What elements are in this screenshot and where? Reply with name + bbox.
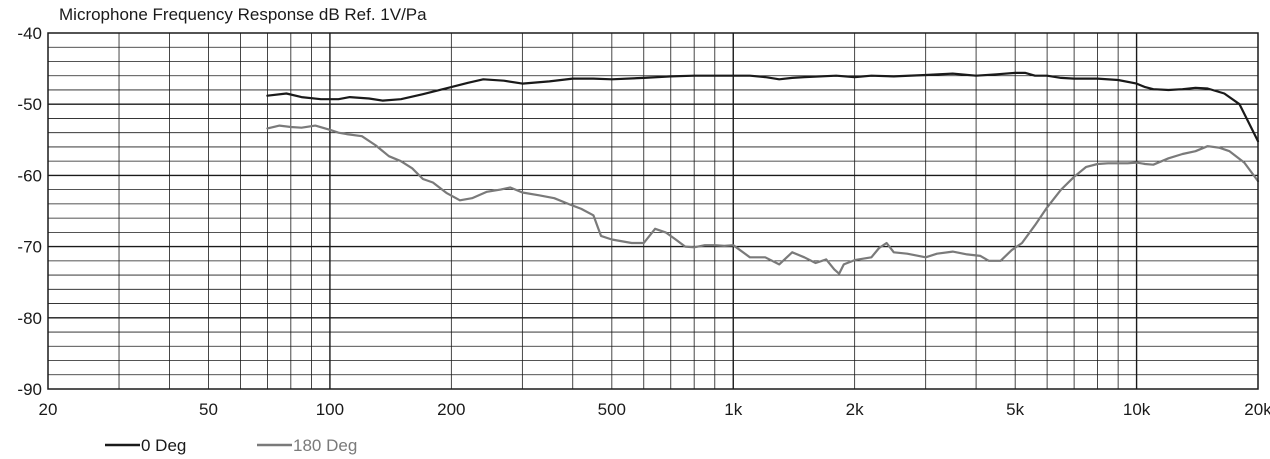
y-tick-label: -80: [17, 309, 42, 328]
x-tick-label: 10k: [1123, 400, 1151, 419]
plot-grid: [48, 33, 1258, 389]
x-tick-label: 50: [199, 400, 218, 419]
x-tick-label: 20k: [1244, 400, 1270, 419]
x-tick-label: 2k: [846, 400, 864, 419]
x-tick-label: 5k: [1006, 400, 1024, 419]
series-layer: [266, 71, 1260, 275]
x-tick-label: 200: [437, 400, 465, 419]
series-line-0: [266, 71, 1260, 143]
x-tick-label: 1k: [724, 400, 742, 419]
y-tick-labels: -40 -50 -60 -70 -80 -90: [17, 24, 42, 399]
legend: 0 Deg 180 Deg: [105, 436, 357, 455]
x-tick-labels: 20 50 100 200 500 1k 2k 5k 10k 20k: [39, 400, 1270, 419]
chart-title: Microphone Frequency Response dB Ref. 1V…: [59, 5, 427, 24]
series-line-1: [266, 124, 1260, 275]
x-tick-label: 500: [598, 400, 626, 419]
x-tick-label: 20: [39, 400, 58, 419]
y-tick-label: -90: [17, 380, 42, 399]
x-tick-label: 100: [316, 400, 344, 419]
y-tick-label: -60: [17, 166, 42, 185]
y-tick-label: -40: [17, 24, 42, 43]
plot-frame: [47, 32, 1259, 390]
legend-label-1: 180 Deg: [293, 436, 357, 455]
y-tick-label: -50: [17, 95, 42, 114]
y-tick-label: -70: [17, 238, 42, 257]
legend-label-0: 0 Deg: [141, 436, 186, 455]
